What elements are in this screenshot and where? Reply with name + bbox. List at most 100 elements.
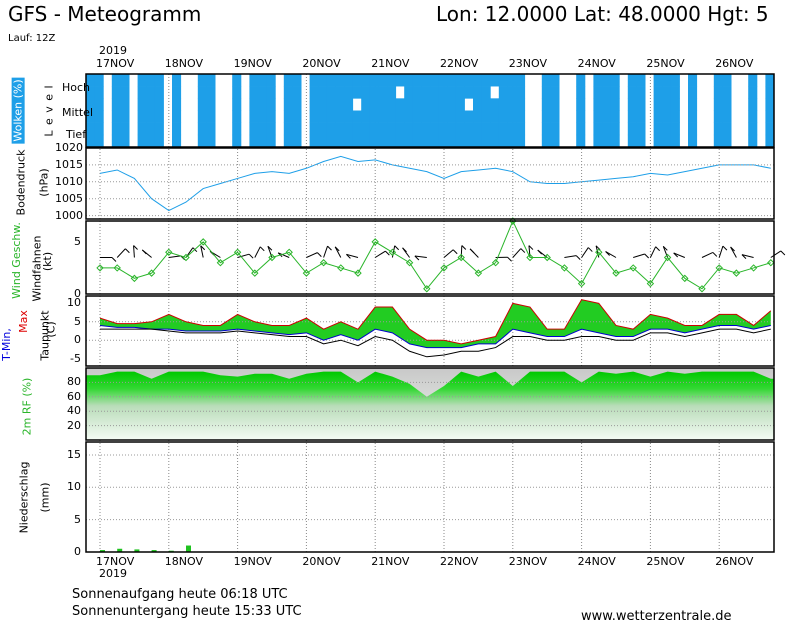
cloud-cell bbox=[688, 122, 698, 136]
cloud-cell bbox=[309, 134, 319, 148]
cloud-cell bbox=[137, 74, 147, 87]
day-label-bottom: 19NOV bbox=[233, 555, 272, 568]
cloud-cell bbox=[369, 86, 379, 99]
cloud-cell bbox=[197, 122, 207, 136]
cloud-cell bbox=[722, 98, 732, 111]
cloud-cell bbox=[154, 86, 164, 99]
cloud-cell bbox=[206, 74, 216, 87]
pressure-tick: 1020 bbox=[55, 141, 83, 154]
wind-barb-flag bbox=[394, 245, 400, 251]
wind-speed-point bbox=[113, 264, 121, 272]
cloud-cell bbox=[421, 74, 431, 87]
wind-barb-flag bbox=[595, 245, 601, 251]
cloud-cell bbox=[344, 86, 354, 99]
cloud-cell bbox=[154, 134, 164, 148]
day-label-bottom: 24NOV bbox=[577, 555, 616, 568]
cloud-cell bbox=[154, 98, 164, 111]
cloud-cell bbox=[335, 122, 345, 136]
cloud-cell bbox=[765, 86, 775, 99]
cloud-cell bbox=[447, 134, 457, 148]
cloud-cell bbox=[653, 110, 663, 123]
cloud-cell bbox=[670, 74, 680, 87]
cloud-cell bbox=[197, 110, 207, 123]
cloud-cell bbox=[326, 134, 336, 148]
cloud-cell bbox=[94, 74, 104, 87]
cloud-cell bbox=[412, 98, 422, 111]
cloud-cell bbox=[602, 86, 612, 99]
wind-barb-flag bbox=[605, 251, 610, 256]
pressure-tick: 1000 bbox=[55, 208, 83, 222]
cloud-cell bbox=[318, 122, 328, 136]
cloud-cell bbox=[111, 122, 121, 136]
location-info: Lon: 12.0000 Lat: 48.0000 Hgt: 5 bbox=[436, 2, 769, 26]
cloud-cell bbox=[94, 98, 104, 111]
wind-barb bbox=[254, 246, 261, 258]
cloud-cell bbox=[498, 74, 508, 87]
cloud-cell bbox=[326, 86, 336, 99]
cloud-cell bbox=[653, 74, 663, 87]
cloud-cell bbox=[541, 74, 551, 87]
cloud-cell bbox=[335, 98, 345, 111]
cloud-cell bbox=[318, 98, 328, 111]
website-link[interactable]: www.wetterzentrale.de bbox=[581, 609, 732, 624]
cloud-cell bbox=[361, 86, 371, 99]
wind-chart bbox=[96, 217, 786, 293]
wind-speed-point bbox=[182, 253, 190, 262]
cloud-cell bbox=[172, 122, 182, 136]
cloud-cell bbox=[576, 98, 586, 111]
cloud-cell bbox=[335, 74, 345, 87]
cloud-cell bbox=[748, 98, 758, 111]
day-label-top: 25NOV bbox=[646, 57, 685, 70]
cloud-cell bbox=[473, 110, 483, 123]
precip-tick: 15 bbox=[67, 447, 81, 461]
cloud-cell bbox=[765, 74, 775, 87]
cloud-cell bbox=[120, 134, 130, 148]
cloud-cell bbox=[498, 122, 508, 136]
cloud-cell bbox=[352, 110, 362, 123]
cloud-cell bbox=[344, 110, 354, 123]
cloud-cell bbox=[283, 86, 293, 99]
cloud-cell bbox=[197, 86, 207, 99]
cloud-cell bbox=[473, 134, 483, 148]
wind-speed-point bbox=[560, 264, 569, 272]
precip-label: Niederschlag bbox=[17, 461, 31, 534]
wind-barb bbox=[605, 251, 617, 258]
cloud-cell bbox=[430, 134, 440, 148]
cloud-cell bbox=[662, 122, 672, 136]
cloud-cell bbox=[369, 134, 379, 148]
cloud-cell bbox=[86, 86, 96, 99]
cloud-cell bbox=[378, 110, 388, 123]
cloud-cell bbox=[550, 74, 560, 87]
wind-barb bbox=[581, 247, 589, 258]
cloud-cell bbox=[146, 98, 156, 111]
cloud-cell bbox=[378, 98, 388, 111]
cloud-cell bbox=[541, 110, 551, 123]
cloud-cell bbox=[748, 122, 758, 136]
cloud-cell bbox=[516, 110, 526, 123]
wind-barb bbox=[414, 255, 427, 258]
cloud-cell bbox=[266, 86, 276, 99]
day-label-bottom: 23NOV bbox=[508, 555, 548, 568]
wind-barb-flag bbox=[141, 249, 147, 255]
cloud-cell bbox=[576, 110, 586, 123]
wind-speed-point bbox=[526, 253, 534, 262]
cloud-cell bbox=[146, 122, 156, 136]
cloud-cell bbox=[516, 86, 526, 99]
day-label-bottom: 18NOV bbox=[164, 555, 204, 568]
tmin-line bbox=[99, 324, 771, 349]
precip-bar bbox=[134, 549, 140, 552]
cloud-cell bbox=[206, 134, 216, 148]
cloud-cell bbox=[713, 134, 723, 148]
wind-speed-point bbox=[285, 248, 293, 256]
cloud-cell bbox=[387, 122, 397, 136]
precip-tick: 10 bbox=[67, 480, 81, 494]
cloud-cell bbox=[722, 110, 732, 123]
model-run: Lauf: 12Z bbox=[8, 33, 56, 44]
cloud-cell bbox=[481, 74, 491, 87]
humidity-tick: 40 bbox=[67, 404, 81, 418]
cloud-cell bbox=[481, 134, 491, 148]
wind-tick: 0 bbox=[74, 287, 81, 300]
cloud-cell bbox=[748, 134, 758, 148]
wind-speed-point bbox=[423, 285, 431, 293]
wind-barb bbox=[633, 253, 645, 258]
